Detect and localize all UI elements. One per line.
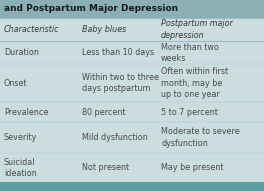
Text: Less than 10 days: Less than 10 days	[82, 48, 154, 57]
Text: Moderate to severe
dysfunction: Moderate to severe dysfunction	[161, 127, 240, 147]
Text: Duration: Duration	[4, 48, 39, 57]
Text: Postpartum major
depression: Postpartum major depression	[161, 19, 233, 40]
Text: May be present: May be present	[161, 163, 223, 172]
Text: and Postpartum Major Depression: and Postpartum Major Depression	[4, 4, 178, 13]
Text: Onset: Onset	[4, 79, 27, 88]
Text: 5 to 7 percent: 5 to 7 percent	[161, 108, 218, 117]
Text: Within two to three
days postpartum: Within two to three days postpartum	[82, 73, 159, 93]
Text: More than two
weeks: More than two weeks	[161, 43, 219, 63]
Text: Prevalence: Prevalence	[4, 108, 48, 117]
Text: Characteristic: Characteristic	[4, 25, 59, 34]
Bar	[0, 182, 264, 191]
Bar	[0, 18, 264, 41]
Text: 80 percent: 80 percent	[82, 108, 125, 117]
Bar	[0, 0, 264, 18]
Text: Not present: Not present	[82, 163, 129, 172]
Text: Mild dysfunction: Mild dysfunction	[82, 133, 148, 142]
Text: Baby blues: Baby blues	[82, 25, 126, 34]
Text: Often within first
month, may be
up to one year: Often within first month, may be up to o…	[161, 67, 228, 99]
Text: Severity: Severity	[4, 133, 37, 142]
Text: Suicidal
ideation: Suicidal ideation	[4, 158, 37, 178]
